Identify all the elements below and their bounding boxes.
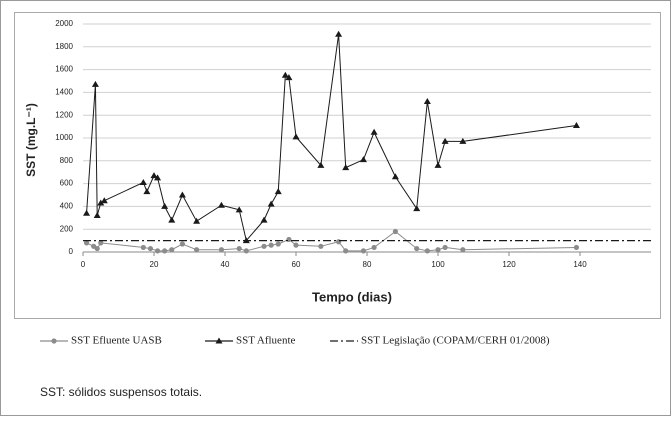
point bbox=[97, 199, 105, 206]
point bbox=[261, 243, 267, 249]
point bbox=[94, 245, 100, 252]
chart-frame bbox=[14, 12, 661, 319]
point bbox=[217, 201, 225, 208]
point bbox=[392, 228, 398, 235]
point bbox=[268, 242, 274, 248]
point bbox=[274, 188, 282, 195]
point bbox=[335, 30, 343, 37]
point bbox=[236, 245, 242, 252]
x-tick-label: 140 bbox=[573, 260, 587, 269]
point bbox=[434, 161, 442, 168]
point bbox=[154, 174, 162, 181]
point bbox=[150, 172, 158, 179]
point bbox=[343, 248, 349, 254]
point bbox=[391, 173, 399, 180]
x-tick-label: 80 bbox=[363, 260, 372, 269]
point bbox=[100, 197, 108, 204]
point bbox=[169, 247, 175, 253]
point bbox=[371, 244, 377, 251]
point bbox=[147, 245, 154, 252]
point bbox=[441, 137, 449, 144]
x-tick-label: 20 bbox=[150, 260, 159, 269]
point bbox=[168, 216, 176, 223]
y-tick-label: 1600 bbox=[55, 65, 73, 74]
point bbox=[285, 74, 293, 81]
y-tick-label: 600 bbox=[60, 179, 74, 188]
point bbox=[336, 239, 342, 245]
point bbox=[162, 248, 168, 254]
point bbox=[260, 216, 268, 223]
point bbox=[424, 248, 430, 254]
x-tick-label: 60 bbox=[292, 260, 301, 269]
point bbox=[98, 240, 104, 246]
point bbox=[423, 98, 431, 105]
point bbox=[318, 243, 324, 249]
point bbox=[359, 156, 367, 163]
point bbox=[83, 240, 90, 246]
y-tick-label: 0 bbox=[69, 247, 74, 256]
point bbox=[286, 236, 292, 243]
series-line bbox=[86, 34, 577, 242]
x-axis-label: Tempo (dias) bbox=[312, 289, 392, 304]
y-tick-label: 1800 bbox=[55, 42, 73, 51]
point bbox=[572, 121, 580, 128]
point bbox=[91, 80, 99, 87]
point bbox=[573, 244, 580, 251]
point bbox=[360, 248, 367, 254]
point bbox=[435, 247, 441, 253]
point bbox=[275, 241, 281, 247]
y-tick-label: 200 bbox=[60, 224, 74, 233]
y-tick-label: 1000 bbox=[55, 133, 73, 142]
point bbox=[342, 164, 350, 171]
point bbox=[83, 209, 91, 216]
point bbox=[442, 244, 448, 251]
y-tick-label: 800 bbox=[60, 156, 74, 165]
point bbox=[414, 245, 420, 252]
point bbox=[235, 206, 243, 213]
point bbox=[218, 247, 225, 253]
point bbox=[154, 248, 161, 254]
point bbox=[459, 137, 467, 144]
point bbox=[194, 247, 200, 253]
y-tick-label: 1200 bbox=[55, 110, 73, 119]
point bbox=[139, 178, 147, 185]
legend-marker bbox=[215, 337, 223, 344]
point bbox=[161, 202, 169, 209]
legend-label: SST Efluente UASB bbox=[71, 335, 162, 347]
x-tick-label: 100 bbox=[431, 260, 445, 269]
y-tick-label: 400 bbox=[60, 202, 74, 211]
y-tick-label: 1400 bbox=[55, 88, 73, 97]
footnote: SST: sólidos suspensos totais. bbox=[40, 385, 202, 399]
point bbox=[293, 242, 299, 248]
point bbox=[179, 241, 185, 247]
y-tick-label: 2000 bbox=[55, 19, 73, 28]
legend-label: SST Afluente bbox=[236, 335, 296, 347]
point bbox=[281, 71, 289, 78]
point bbox=[193, 217, 201, 224]
x-tick-label: 0 bbox=[81, 260, 86, 269]
x-tick-label: 40 bbox=[221, 260, 230, 269]
point bbox=[243, 248, 249, 254]
point bbox=[317, 161, 325, 168]
point bbox=[267, 200, 275, 207]
x-tick-label: 120 bbox=[502, 260, 516, 269]
point bbox=[370, 128, 378, 135]
point bbox=[140, 244, 146, 251]
point bbox=[93, 212, 101, 219]
legend-marker bbox=[51, 338, 57, 344]
point bbox=[460, 247, 466, 253]
point bbox=[292, 133, 300, 140]
point bbox=[178, 191, 186, 198]
point bbox=[143, 188, 151, 195]
point bbox=[413, 205, 421, 212]
legend-label: SST Legislação (COPAM/CERH 01/2008) bbox=[361, 335, 550, 347]
y-axis-label: SST (mg.L⁻¹) bbox=[24, 103, 38, 177]
